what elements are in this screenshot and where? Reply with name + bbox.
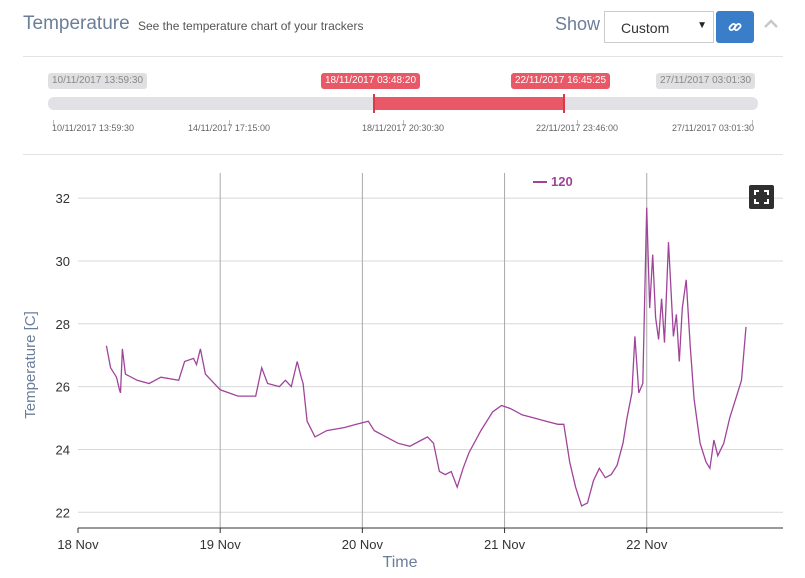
range-tick — [53, 120, 54, 125]
range-from-handle[interactable] — [373, 94, 375, 113]
legend-swatch — [533, 180, 547, 183]
x-tick-label: 20 Nov — [342, 537, 384, 552]
y-tick-label: 22 — [56, 505, 70, 520]
y-tick-label: 32 — [56, 191, 70, 206]
x-axis: 18 Nov 19 Nov 20 Nov 21 Nov 22 Nov — [57, 527, 783, 552]
x-tick-label: 19 Nov — [200, 537, 242, 552]
x-tick-label: 21 Nov — [484, 537, 526, 552]
chart-legend[interactable]: 120 — [533, 174, 573, 189]
x-tick-label: 22 Nov — [626, 537, 668, 552]
range-from-label: 18/11/2017 03:48:20 — [321, 73, 421, 89]
series-line-120 — [105, 207, 747, 507]
link-button[interactable] — [716, 11, 754, 43]
range-max-label: 27/11/2017 03:01:30 — [656, 73, 756, 89]
range-tick-label: 18/11/2017 20:30:30 — [362, 123, 444, 133]
show-label: Show — [555, 14, 601, 34]
panel-subtitle: See the temperature chart of your tracke… — [138, 19, 364, 33]
range-tick — [577, 120, 578, 125]
range-tick-label: 14/11/2017 17:15:00 — [188, 123, 270, 133]
x-tick-label: 18 Nov — [57, 537, 99, 552]
x-axis-title: Time — [383, 554, 418, 571]
y-tick-label: 28 — [56, 317, 70, 332]
divider — [23, 56, 783, 57]
temperature-chart: 22 24 26 28 30 32 18 Nov 19 Nov 20 Nov 21 Nov 22 … — [22, 173, 783, 571]
legend-label: 120 — [551, 174, 573, 189]
fullscreen-icon — [754, 190, 769, 204]
range-tick-label: 27/11/2017 03:01:30 — [672, 123, 754, 133]
range-min-label: 10/11/2017 13:59:30 — [48, 73, 148, 89]
y-tick-label: 26 — [56, 380, 70, 395]
period-select-value: Custom — [621, 20, 670, 36]
range-tick — [229, 120, 230, 125]
range-to-handle[interactable] — [563, 94, 565, 113]
range-tick-label: 10/11/2017 13:59:30 — [52, 123, 134, 133]
chart-grid — [78, 173, 783, 528]
y-axis: 22 24 26 28 30 32 — [56, 191, 70, 520]
y-axis-title: Temperature [C] — [22, 311, 39, 419]
select-caret-icon: ▼ — [697, 20, 707, 31]
range-tick — [403, 120, 404, 125]
date-range-slider[interactable]: 10/11/2017 13:59:30 27/11/2017 03:01:30 … — [0, 60, 805, 150]
y-tick-label: 24 — [56, 442, 70, 457]
range-tick — [752, 120, 753, 125]
collapse-button[interactable] — [763, 16, 779, 34]
y-tick-label: 30 — [56, 254, 70, 269]
panel-title: Temperature — [23, 13, 130, 34]
period-select[interactable]: Custom ▼ — [604, 11, 714, 43]
panel-header: Temperature See the temperature chart of… — [0, 0, 805, 56]
range-selection[interactable] — [374, 97, 564, 110]
divider — [23, 154, 783, 155]
fullscreen-button[interactable] — [749, 185, 774, 209]
range-to-label: 22/11/2017 16:45:25 — [511, 73, 611, 89]
range-tick-label: 22/11/2017 23:46:00 — [536, 123, 618, 133]
chevron-up-icon — [764, 19, 778, 28]
link-icon — [728, 23, 742, 31]
